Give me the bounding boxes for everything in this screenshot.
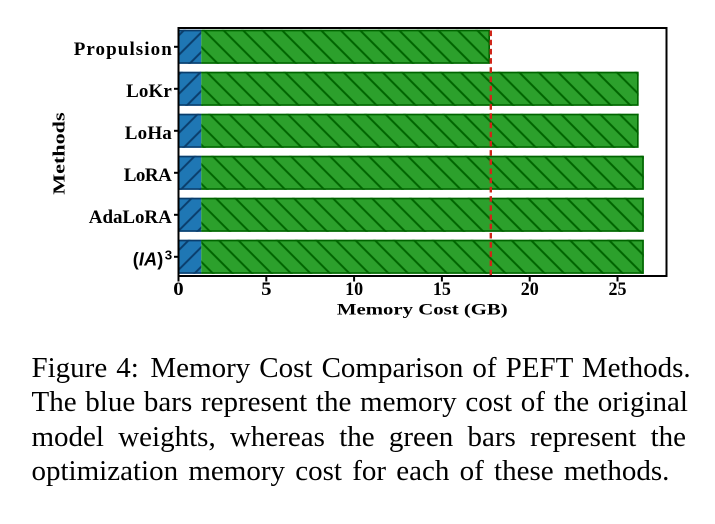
svg-text:5: 5: [261, 279, 271, 300]
svg-text:LoKr: LoKr: [126, 81, 172, 102]
svg-text:Memory Cost (GB): Memory Cost (GB): [337, 299, 508, 318]
svg-text:(IA): (IA): [133, 249, 164, 269]
svg-text:3: 3: [165, 248, 172, 263]
svg-text:10: 10: [345, 279, 363, 300]
svg-text:AdaLoRA: AdaLoRA: [89, 207, 172, 228]
svg-text:0: 0: [173, 279, 183, 300]
svg-text:Propulsion: Propulsion: [74, 39, 173, 60]
svg-text:20: 20: [521, 279, 539, 300]
svg-text:15: 15: [433, 279, 451, 300]
svg-text:LoRA: LoRA: [124, 165, 172, 186]
svg-text:Methods: Methods: [50, 112, 69, 195]
svg-text:LoHa: LoHa: [125, 123, 173, 144]
svg-text:25: 25: [609, 279, 627, 300]
